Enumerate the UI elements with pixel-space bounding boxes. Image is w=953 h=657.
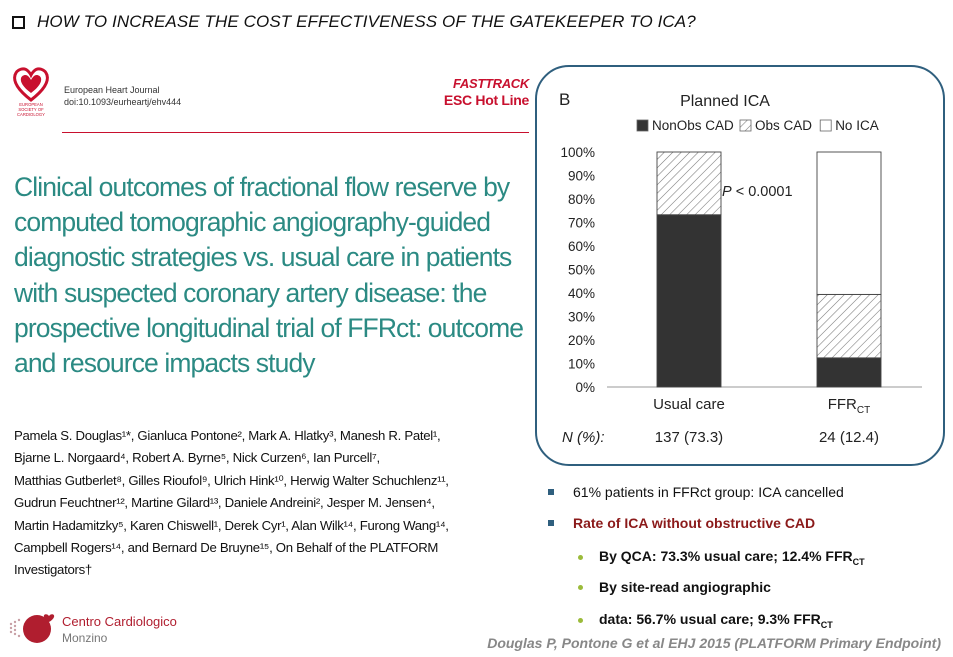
author-line: Martin Hadamitzky⁵, Karen Chiswell¹, Der… (14, 517, 449, 533)
bar-segment (816, 293, 882, 359)
author-line: Campbell Rogers¹⁴, and Bernard De Bruyne… (14, 540, 439, 556)
paper-title-line: diagnostic strategies vs. usual care in … (14, 242, 512, 273)
dot-bullet-icon (578, 554, 583, 560)
dot-bullet-icon (578, 584, 583, 590)
bullet-subscript: CT (852, 556, 865, 567)
chart-title: Planned ICA (680, 93, 770, 110)
bullet-text: By site-read angiographic (599, 579, 771, 595)
institution-name: Centro Cardiologico Monzino (62, 614, 177, 646)
bar-segment (816, 151, 882, 295)
x-tick-subscript: CT (857, 405, 870, 416)
y-tick-label: 80% (568, 192, 595, 207)
checkbox-bullet-icon (12, 15, 25, 29)
bullet-main-text: data: 56.7% usual care; 9.3% FFR (599, 611, 821, 627)
monzino-logo-icon (9, 614, 55, 643)
y-tick-label: 50% (568, 263, 595, 278)
y-tick-label: 90% (568, 169, 595, 184)
fasttrack-label: FASTTRACK (452, 76, 529, 91)
paper-title-line: and resource impacts study (14, 348, 316, 379)
bullet-subscript: CT (820, 619, 833, 630)
fasttrack-badge: FASTTRACK ESC Hot Line (444, 76, 529, 108)
hotline-label: ESC Hot Line (443, 92, 529, 108)
sub-bullet-item: By QCA: 73.3% usual care; 12.4% FFRCT (578, 548, 865, 567)
n-value-label: 137 (73.3) (655, 429, 723, 446)
author-line: Gudrun Feuchtner¹², Martine Gilard¹³, Da… (14, 495, 435, 511)
legend-entry: Obs CAD (755, 118, 812, 133)
y-tick-label: 100% (560, 145, 595, 160)
bullet-item: Rate of ICA without obstructive CAD (548, 515, 815, 531)
author-line: Investigators† (14, 562, 92, 578)
paper-title-line: with suspected coronary artery disease: … (14, 277, 487, 308)
bullet-text: By QCA: 73.3% usual care; 12.4% FFRCT (599, 548, 865, 567)
logo-line-2: SOCIETY OF (18, 107, 44, 112)
y-tick-label: 70% (568, 216, 595, 231)
journal-doi: doi:10.1093/eurheartj/ehv444 (64, 97, 182, 107)
chart-panel: B Planned ICA NonObs CAD Obs CAD No ICA 0% 10%… (535, 65, 945, 466)
esc-heart-logo-icon: EUROPEAN SOCIETY OF CARDIOLOGY (13, 67, 49, 117)
bullet-text: Rate of ICA without obstructive CAD (573, 515, 816, 531)
citation: Douglas P, Pontone G et al EHJ 2015 (PLA… (487, 635, 941, 651)
legend-swatch (739, 119, 752, 132)
author-line: Pamela S. Douglas¹*, Gianluca Pontone², … (14, 428, 441, 443)
logo-line-3: CARDIOLOGY (17, 112, 45, 117)
bar-segment (656, 151, 722, 216)
bullet-item: 61% patients in FFRct group: ICA cancell… (548, 484, 844, 500)
square-bullet-icon (548, 520, 554, 526)
y-tick-label: 10% (568, 357, 595, 372)
institution-sub: Monzino (62, 631, 108, 645)
logo-line-1: EUROPEAN (19, 102, 43, 107)
p-value-text: < 0.0001 (732, 184, 793, 200)
legend-entry: NonObs CAD (652, 118, 734, 133)
y-tick-label: 30% (568, 310, 595, 325)
n-label: N (%): (562, 429, 605, 446)
bullet-main-text: By QCA: 73.3% usual care; 12.4% FFR (599, 548, 853, 564)
dot-bullet-icon (578, 617, 583, 623)
institution-main: Centro Cardiologico (62, 614, 177, 629)
y-tick-label: 40% (568, 286, 595, 301)
panel-label: B (559, 90, 570, 109)
y-tick-label: 60% (568, 239, 595, 254)
p-value-annotation: P < 0.0001 (722, 184, 793, 200)
paper-title-line: computed tomographic angiography-guided (14, 207, 491, 238)
author-list: Pamela S. Douglas¹*, Gianluca Pontone², … (14, 425, 539, 582)
bar-segment (656, 214, 722, 388)
legend-swatch (819, 119, 832, 132)
x-tick-label: Usual care (653, 396, 725, 413)
planned-ica-chart: B Planned ICA NonObs CAD Obs CAD No ICA 0% 10%… (559, 90, 922, 446)
slide-header: HOW TO INCREASE THE COST EFFECTIVENESS O… (10, 8, 940, 36)
bullet-text: 61% patients in FFRct group: ICA cancell… (573, 484, 844, 500)
paper-title: Clinical outcomes of fractional flow res… (14, 170, 529, 381)
author-line: Matthias Gutberlet⁸, Gilles Rioufol⁹, Ul… (14, 472, 449, 488)
y-tick-label: 20% (568, 333, 595, 348)
square-bullet-icon (548, 489, 554, 495)
bullet-text: data: 56.7% usual care; 9.3% FFRCT (599, 611, 833, 630)
y-tick-label: 0% (575, 380, 595, 395)
paper-title-line: Clinical outcomes of fractional flow res… (14, 172, 510, 202)
paper-divider (62, 132, 529, 133)
journal-name: European Heart Journal (64, 85, 160, 95)
n-value-label: 24 (12.4) (819, 429, 879, 446)
sub-bullet-item: By site-read angiographic (578, 579, 771, 595)
journal-info: European Heart Journal doi:10.1093/eurhe… (64, 84, 181, 108)
sub-bullet-item: data: 56.7% usual care; 9.3% FFRCT (578, 611, 833, 630)
legend-entry: No ICA (835, 118, 879, 133)
bar-segment (816, 357, 882, 388)
slide-title: HOW TO INCREASE THE COST EFFECTIVENESS O… (37, 12, 696, 31)
author-line: Bjarne L. Norgaard⁴, Robert A. Byrne⁵, N… (14, 450, 380, 466)
x-tick-label: FFRCT (828, 396, 871, 416)
p-symbol: P (722, 184, 732, 200)
legend-swatch (636, 119, 649, 132)
paper-title-line: prospective longitudinal trial of FFRct:… (14, 312, 524, 343)
